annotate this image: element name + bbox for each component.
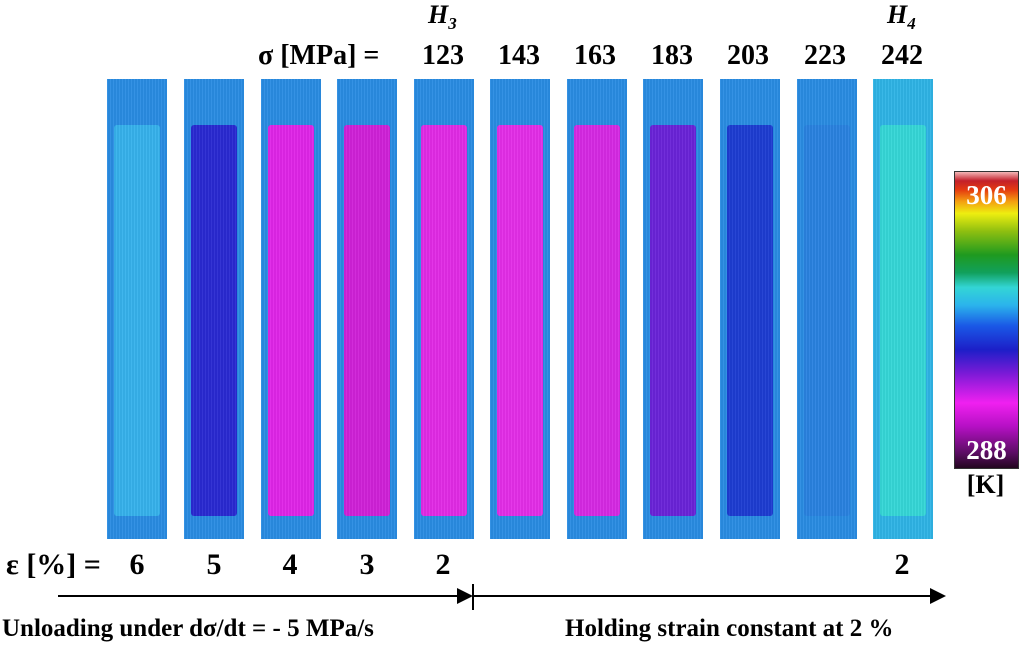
strip-texture xyxy=(643,79,703,539)
unloading-arrowhead xyxy=(457,588,473,604)
thermal-strip xyxy=(873,79,933,539)
strip-texture xyxy=(184,79,244,539)
strip-texture xyxy=(107,79,167,539)
stress-prefix: σ [MPa] = xyxy=(258,40,380,71)
thermal-strip xyxy=(337,79,397,539)
stress-value: 223 xyxy=(804,40,846,71)
strip-texture xyxy=(337,79,397,539)
strip-core xyxy=(880,125,926,516)
strip-core xyxy=(191,125,237,516)
thermal-strip xyxy=(184,79,244,539)
strip-core xyxy=(114,125,160,516)
strip-texture xyxy=(567,79,627,539)
strain-value: 2 xyxy=(894,548,910,581)
strip-core xyxy=(268,125,314,516)
thermal-strip xyxy=(643,79,703,539)
thermal-strip xyxy=(490,79,550,539)
strip-core xyxy=(497,125,543,516)
thermal-strip xyxy=(414,79,474,539)
timeline-arrows xyxy=(58,584,946,610)
colorbar-unit: [K] xyxy=(966,470,1005,499)
h4-label: H4 xyxy=(887,0,916,34)
holding-arrowhead xyxy=(930,588,946,604)
strain-value: 2 xyxy=(435,548,451,581)
thermal-strip xyxy=(720,79,780,539)
stress-value: 183 xyxy=(651,40,693,71)
strip-texture xyxy=(490,79,550,539)
strip-core xyxy=(650,125,696,516)
strip-core xyxy=(574,125,620,516)
stress-value: 123 xyxy=(422,40,464,71)
strain-value: 5 xyxy=(206,548,222,581)
strip-texture xyxy=(873,79,933,539)
strip-texture xyxy=(414,79,474,539)
strain-value: 4 xyxy=(282,548,298,581)
holding-caption: Holding strain constant at 2 % xyxy=(565,615,894,642)
h3-label: H3 xyxy=(428,0,457,34)
stress-value: 143 xyxy=(498,40,540,71)
stress-value: 242 xyxy=(881,40,923,71)
strain-prefix: ε [%] = xyxy=(6,548,101,581)
colorbar-min-label: 288 xyxy=(966,435,1007,465)
thermal-strip xyxy=(797,79,857,539)
strip-texture xyxy=(720,79,780,539)
thermal-strip xyxy=(261,79,321,539)
strip-core xyxy=(727,125,773,516)
thermal-strip xyxy=(107,79,167,539)
strip-texture xyxy=(261,79,321,539)
strip-core xyxy=(421,125,467,516)
thermal-strip xyxy=(567,79,627,539)
strip-core xyxy=(344,125,390,516)
strain-value: 3 xyxy=(359,548,375,581)
temperature-colorbar: 306 288 xyxy=(954,171,1019,469)
strain-value: 6 xyxy=(129,548,145,581)
strip-core xyxy=(804,125,850,516)
strip-texture xyxy=(797,79,857,539)
unloading-caption: Unloading under dσ/dt = - 5 MPa/s xyxy=(2,615,374,642)
colorbar-max-label: 306 xyxy=(966,180,1007,210)
stress-value: 163 xyxy=(574,40,616,71)
stress-value: 203 xyxy=(727,40,769,71)
